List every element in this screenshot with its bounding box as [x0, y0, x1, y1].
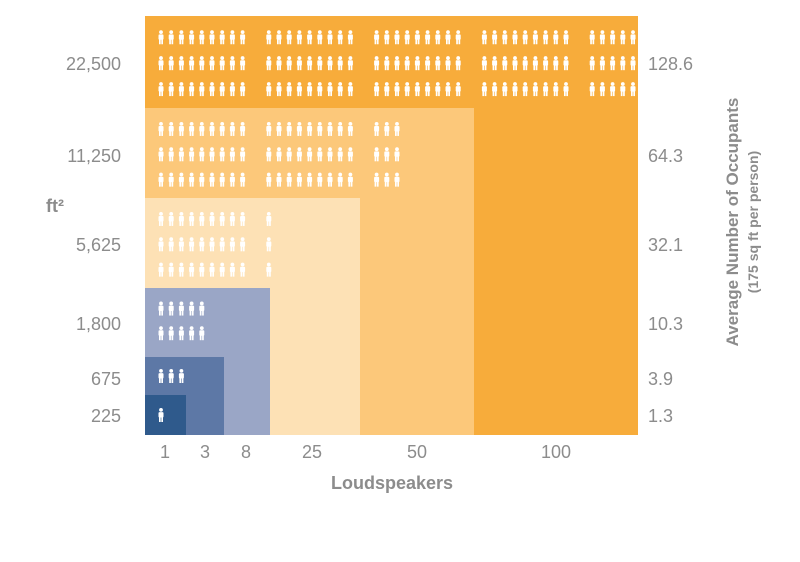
- x-tick-50: 50: [407, 442, 427, 462]
- x-tick-100: 100: [541, 442, 571, 462]
- right-tick-25: 32.1: [648, 235, 683, 255]
- right-tick-3: 3.9: [648, 369, 673, 389]
- y-axis-left-label: ft²: [46, 196, 64, 216]
- x-tick-3: 3: [200, 442, 210, 462]
- x-axis-label: Loudspeakers: [331, 473, 453, 493]
- tier-area-1: [145, 395, 186, 435]
- left-tick-100: 22,500: [66, 54, 121, 74]
- y-axis-right-label: Average Number of Occupants: [723, 98, 742, 347]
- right-tick-8: 10.3: [648, 314, 683, 334]
- person-icon: [650, 83, 656, 97]
- left-tick-25: 5,625: [76, 235, 121, 255]
- person-icon: [640, 30, 646, 45]
- x-tick-1: 1: [160, 442, 170, 462]
- left-tick-8: 1,800: [76, 314, 121, 334]
- right-tick-50: 64.3: [648, 146, 683, 166]
- left-tick-1: 225: [91, 406, 121, 426]
- right-tick-1: 1.3: [648, 406, 673, 426]
- left-tick-3: 675: [91, 369, 121, 389]
- person-icon: [640, 82, 646, 97]
- right-tick-100: 128.6: [648, 54, 693, 74]
- y-axis-right-sublabel: (175 sq ft per person): [745, 151, 761, 293]
- person-icon: [650, 32, 656, 45]
- x-tick-8: 8: [241, 442, 251, 462]
- left-tick-50: 11,250: [67, 146, 121, 166]
- person-icon: [640, 56, 646, 71]
- x-tick-25: 25: [302, 442, 322, 462]
